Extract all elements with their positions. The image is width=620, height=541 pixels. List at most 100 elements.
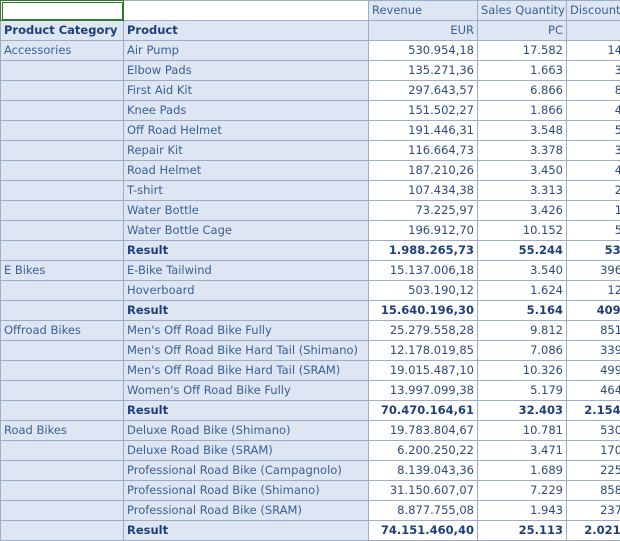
product-category-cell[interactable]	[1, 481, 124, 501]
product-category-cell[interactable]: E Bikes	[1, 261, 124, 281]
product-category-cell[interactable]	[1, 501, 124, 521]
discount-cell: 3.5	[567, 61, 620, 81]
product-category-cell[interactable]	[1, 161, 124, 181]
sales-quantity-unit-cell: PC	[478, 21, 567, 41]
sales-quantity-cell: 32.403	[478, 401, 567, 421]
product-category-cell[interactable]	[1, 461, 124, 481]
product-category-cell[interactable]	[1, 141, 124, 161]
discount-cell: 2.9	[567, 181, 620, 201]
product-category-cell[interactable]	[1, 521, 124, 541]
revenue-cell: 8.877.755,08	[369, 501, 478, 521]
result-label-cell[interactable]: Result	[124, 521, 369, 541]
product-category-cell[interactable]	[1, 381, 124, 401]
empty-header-cell[interactable]	[124, 1, 369, 21]
product-cell[interactable]: Deluxe Road Bike (Shimano)	[124, 421, 369, 441]
product-cell[interactable]: Road Helmet	[124, 161, 369, 181]
revenue-cell: 73.225,97	[369, 201, 478, 221]
revenue-cell: 1.988.265,73	[369, 241, 478, 261]
product-cell[interactable]: Hoverboard	[124, 281, 369, 301]
key-figure-sales-quantity-header[interactable]: Sales Quantity	[478, 1, 567, 21]
product-category-cell[interactable]	[1, 341, 124, 361]
result-label-cell[interactable]: Result	[124, 241, 369, 261]
discount-cell: 170.7	[567, 441, 620, 461]
product-cell[interactable]: Men's Off Road Bike Hard Tail (SRAM)	[124, 361, 369, 381]
product-cell[interactable]: Water Bottle Cage	[124, 221, 369, 241]
revenue-cell: 15.137.006,18	[369, 261, 478, 281]
product-category-cell[interactable]	[1, 81, 124, 101]
product-category-cell[interactable]	[1, 241, 124, 261]
product-cell[interactable]: Knee Pads	[124, 101, 369, 121]
table-row: Professional Road Bike (SRAM)8.877.755,0…	[1, 501, 620, 521]
product-cell[interactable]: Water Bottle	[124, 201, 369, 221]
product-category-cell[interactable]	[1, 201, 124, 221]
product-category-cell[interactable]	[1, 441, 124, 461]
discount-cell: 2.154.8	[567, 401, 620, 421]
discount-cell: 858.3	[567, 481, 620, 501]
sales-quantity-cell: 3.450	[478, 161, 567, 181]
discount-cell: 1.8	[567, 201, 620, 221]
key-figure-revenue-header[interactable]: Revenue	[369, 1, 478, 21]
discount-cell: 530.1	[567, 421, 620, 441]
product-cell[interactable]: Men's Off Road Bike Hard Tail (Shimano)	[124, 341, 369, 361]
product-category-cell[interactable]	[1, 101, 124, 121]
product-category-cell[interactable]	[1, 61, 124, 81]
product-cell[interactable]: Repair Kit	[124, 141, 369, 161]
product-category-cell[interactable]	[1, 181, 124, 201]
product-category-cell[interactable]: Offroad Bikes	[1, 321, 124, 341]
product-category-cell[interactable]	[1, 281, 124, 301]
product-cell[interactable]: Women's Off Road Bike Fully	[124, 381, 369, 401]
discount-cell: 5.3	[567, 221, 620, 241]
product-cell[interactable]: First Aid Kit	[124, 81, 369, 101]
sales-quantity-cell: 6.866	[478, 81, 567, 101]
sales-quantity-cell: 17.582	[478, 41, 567, 61]
sales-quantity-cell: 3.426	[478, 201, 567, 221]
discount-cell: 237.6	[567, 501, 620, 521]
product-cell[interactable]: Professional Road Bike (Campagnolo)	[124, 461, 369, 481]
product-cell[interactable]: Off Road Helmet	[124, 121, 369, 141]
sales-quantity-cell: 3.378	[478, 141, 567, 161]
revenue-cell: 151.502,27	[369, 101, 478, 121]
product-category-cell[interactable]: Accessories	[1, 41, 124, 61]
selected-corner-cell[interactable]	[1, 1, 124, 21]
product-cell[interactable]: T-shirt	[124, 181, 369, 201]
product-category-cell[interactable]: Road Bikes	[1, 421, 124, 441]
product-cell[interactable]: Men's Off Road Bike Fully	[124, 321, 369, 341]
revenue-cell: 74.151.460,40	[369, 521, 478, 541]
revenue-cell: 13.997.099,38	[369, 381, 478, 401]
product-cell[interactable]: Professional Road Bike (Shimano)	[124, 481, 369, 501]
result-label-cell[interactable]: Result	[124, 401, 369, 421]
product-column-header[interactable]: Product	[124, 21, 369, 41]
product-cell[interactable]: Deluxe Road Bike (SRAM)	[124, 441, 369, 461]
revenue-cell: 12.178.019,85	[369, 341, 478, 361]
product-category-cell[interactable]	[1, 221, 124, 241]
product-category-cell[interactable]	[1, 401, 124, 421]
product-category-cell[interactable]	[1, 361, 124, 381]
revenue-cell: 187.210,26	[369, 161, 478, 181]
product-category-cell[interactable]	[1, 121, 124, 141]
product-cell[interactable]: E-Bike Tailwind	[124, 261, 369, 281]
sales-quantity-cell: 1.624	[478, 281, 567, 301]
discount-cell: 464.1	[567, 381, 620, 401]
key-figure-header-row: Revenue Sales Quantity Discount	[1, 1, 620, 21]
result-label-cell[interactable]: Result	[124, 301, 369, 321]
discount-cell: 851.5	[567, 321, 620, 341]
revenue-cell: 31.150.607,07	[369, 481, 478, 501]
product-category-cell[interactable]	[1, 301, 124, 321]
discount-cell: 12.8	[567, 281, 620, 301]
key-figure-discount-header[interactable]: Discount	[567, 1, 620, 21]
revenue-cell: 19.015.487,10	[369, 361, 478, 381]
sales-quantity-cell: 1.689	[478, 461, 567, 481]
sales-quantity-cell: 1.663	[478, 61, 567, 81]
product-cell[interactable]: Elbow Pads	[124, 61, 369, 81]
product-cell[interactable]: Professional Road Bike (SRAM)	[124, 501, 369, 521]
revenue-cell: 8.139.043,36	[369, 461, 478, 481]
product-cell[interactable]: Air Pump	[124, 41, 369, 61]
product-category-column-header[interactable]: Product Category	[1, 21, 124, 41]
revenue-cell: 135.271,36	[369, 61, 478, 81]
